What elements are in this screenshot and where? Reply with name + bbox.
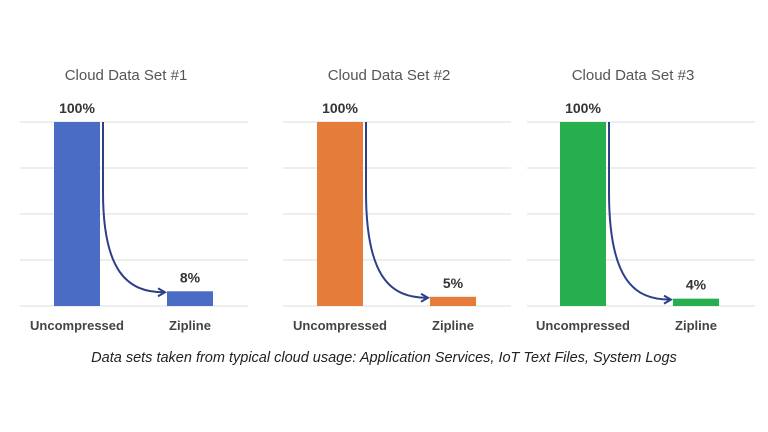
chart-panel-2: Cloud Data Set #2 100% Uncompressed 5% Zipli…: [283, 67, 511, 333]
bar-zipline: [167, 291, 213, 306]
data-label: 100%: [59, 100, 95, 116]
caption: Data sets taken from typical cloud usage…: [91, 350, 677, 366]
chart-panel-1: Cloud Data Set #1 100% Uncompressed 8% Zipli…: [20, 67, 248, 333]
category-label: Uncompressed: [293, 318, 387, 333]
bar-zipline: [430, 296, 476, 306]
category-label: Uncompressed: [536, 318, 630, 333]
reduction-arrow: [102, 122, 164, 292]
reduction-arrow: [365, 122, 427, 298]
data-label: 100%: [565, 100, 601, 116]
bar-zipline: [673, 298, 719, 306]
data-label: 100%: [322, 100, 358, 116]
bar-uncompressed: [54, 122, 100, 306]
chart-panel-3: Cloud Data Set #3 100% Uncompressed 4% Zipli…: [527, 67, 755, 333]
category-label: Zipline: [432, 318, 474, 333]
bar-uncompressed: [560, 122, 606, 306]
data-label: 4%: [686, 277, 707, 293]
data-label: 8%: [180, 269, 201, 285]
category-label: Zipline: [675, 318, 717, 333]
chart-title: Cloud Data Set #1: [65, 67, 188, 84]
chart-title: Cloud Data Set #3: [572, 67, 695, 84]
category-label: Zipline: [169, 318, 211, 333]
category-label: Uncompressed: [30, 318, 124, 333]
reduction-arrow: [608, 122, 670, 300]
bar-uncompressed: [317, 122, 363, 306]
data-label: 5%: [443, 275, 464, 291]
chart-title: Cloud Data Set #2: [328, 67, 451, 84]
